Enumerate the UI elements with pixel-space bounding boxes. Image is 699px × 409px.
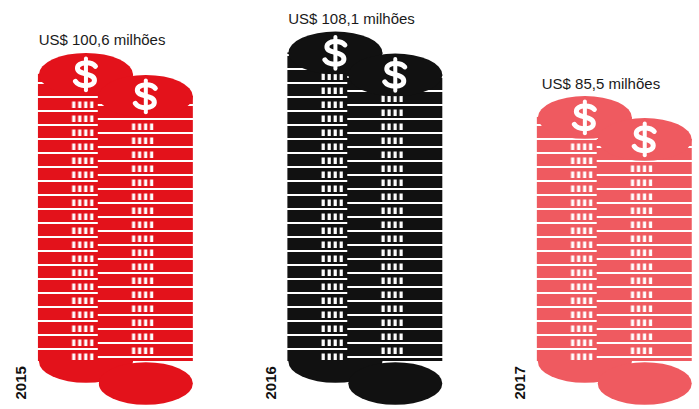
svg-text:2017: 2017	[511, 366, 528, 399]
svg-text:2015: 2015	[12, 366, 29, 399]
svg-text:US$ 85,5 milhões: US$ 85,5 milhões	[542, 75, 660, 92]
svg-text:2016: 2016	[262, 366, 279, 399]
svg-text:US$ 108,1 milhões: US$ 108,1 milhões	[288, 10, 415, 27]
svg-text:US$ 100,6 milhões: US$ 100,6 milhões	[39, 31, 166, 48]
